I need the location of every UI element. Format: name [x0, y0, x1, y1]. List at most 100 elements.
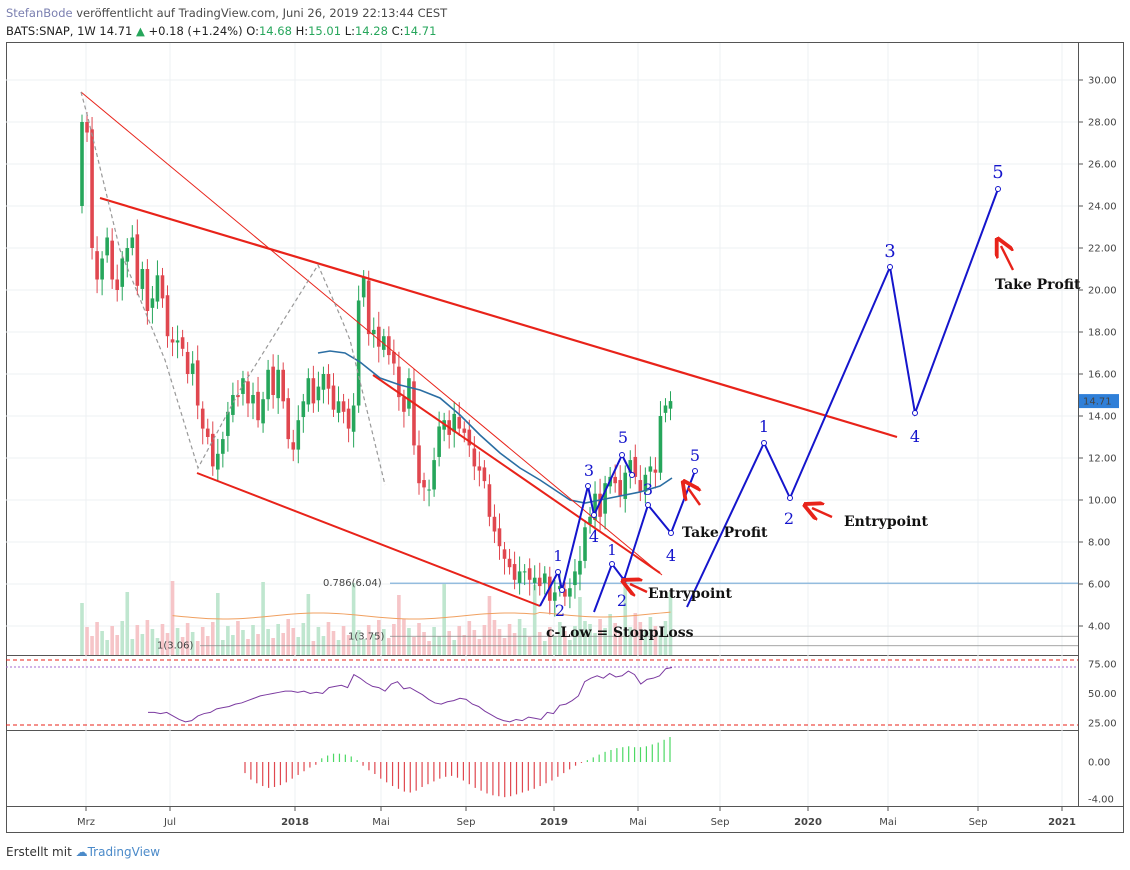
volume-bar: [95, 622, 99, 655]
volume-bar: [135, 625, 140, 655]
volume-bar: [231, 635, 235, 655]
candle-body: [376, 326, 381, 347]
time-tick-label: Mrz: [77, 817, 95, 828]
grid: [6, 43, 1078, 806]
fibonacci-levels: 0.786(6.04) 1(3.75) 1(3.06): [157, 578, 1078, 652]
volume-bar: [563, 631, 567, 655]
wave-label: 4: [910, 427, 920, 446]
candle-body: [216, 453, 220, 470]
wave-label: 1: [759, 417, 769, 436]
high-label: H:: [295, 24, 309, 38]
volume-bar: [316, 627, 321, 655]
price-tick-label: 26.00: [1088, 160, 1117, 171]
candle-body: [246, 381, 250, 404]
volume-bar: [522, 628, 527, 655]
elliott-wave-path: [593, 470, 696, 613]
candle-body: [281, 369, 285, 402]
candle-body: [563, 589, 567, 597]
candle-body: [402, 397, 406, 412]
volume-bar: [251, 625, 255, 655]
price-tick-label: 8.00: [1088, 538, 1110, 549]
volume-bar: [115, 635, 120, 655]
volume-bar: [140, 634, 145, 655]
candle-body: [105, 237, 109, 256]
candle-body: [95, 251, 99, 280]
red-arrow: [1001, 246, 1015, 271]
candle-body: [568, 588, 572, 597]
candle-body: [155, 275, 160, 302]
price-tick-label: 28.00: [1088, 118, 1117, 129]
volume-bar: [195, 641, 200, 655]
volume-bar: [100, 631, 104, 655]
volume-bar: [120, 621, 125, 655]
candle-body: [502, 549, 507, 559]
wave-label: 4: [589, 527, 599, 546]
candle-body: [115, 279, 120, 290]
last-price: 14.71: [99, 24, 133, 38]
footer-prefix: Erstellt mit: [6, 845, 72, 859]
fib-level-label: 1(3.06): [157, 641, 194, 652]
volume-bar: [125, 592, 130, 655]
volume-bar: [397, 595, 401, 655]
wave-label: 5: [992, 162, 1003, 183]
chart-annotation: c-Low = StoppLoss: [546, 625, 694, 641]
symbol-name[interactable]: BATS:SNAP, 1W: [6, 24, 96, 38]
volume-bar: [336, 640, 341, 655]
fib-level-label: 0.786(6.04): [323, 578, 382, 589]
volume-bar: [286, 619, 291, 655]
wave-point: [787, 495, 793, 501]
candle-body: [668, 401, 673, 409]
volume-bar: [507, 624, 512, 655]
volume-bar: [593, 633, 597, 655]
wave-label: 3: [643, 480, 653, 499]
candle-body: [130, 237, 135, 248]
candle-body: [170, 339, 175, 343]
candle-body: [120, 258, 125, 287]
volume-bar: [638, 622, 643, 655]
symbol-legend: BATS:SNAP, 1W 14.71 ▲ +0.18 (+1.24%) O:1…: [6, 24, 436, 38]
rsi-tick-label: 25.00: [1088, 719, 1117, 730]
candle-body: [392, 351, 396, 364]
volume-bar: [105, 640, 109, 655]
footer-brand[interactable]: TradingView: [87, 845, 161, 859]
volume-bar: [492, 620, 497, 655]
candle-body: [306, 378, 311, 405]
candle-body: [336, 401, 341, 413]
volume-bar: [628, 627, 633, 655]
candle-body: [190, 363, 195, 374]
volume-bar: [185, 623, 190, 655]
volume-bar: [633, 613, 638, 655]
candle-body: [633, 456, 638, 477]
volume-bar: [442, 584, 446, 655]
time-tick-label: Sep: [969, 817, 988, 828]
candle-body: [472, 448, 477, 467]
candle-body: [316, 386, 321, 401]
candle-body: [175, 340, 180, 343]
volume-bar: [261, 582, 265, 655]
candle-body: [527, 568, 532, 580]
candle-body: [241, 378, 245, 394]
wave-label: 2: [555, 601, 565, 620]
volume-bar: [160, 624, 165, 655]
wave-point: [629, 472, 635, 478]
wave-point: [585, 483, 591, 489]
volume-bar: [226, 626, 230, 655]
up-arrow-icon: ▲: [136, 24, 145, 38]
candle-body: [311, 378, 316, 404]
candle-body: [437, 426, 441, 457]
price-tick-label: 12.00: [1088, 454, 1117, 465]
macd-tick-label: 0.00: [1088, 758, 1110, 769]
low-label: L:: [344, 24, 355, 38]
close-label: C:: [391, 24, 404, 38]
author-name[interactable]: StefanBode: [6, 6, 73, 20]
price-tick-label: 6.00: [1088, 580, 1110, 591]
candle-body: [588, 516, 592, 525]
tradingview-logo-icon[interactable]: ☁: [75, 845, 88, 859]
candle-body: [517, 571, 522, 583]
time-tick-label: 2019: [540, 817, 568, 828]
candle-body: [256, 391, 260, 421]
indicator-overlays: [172, 350, 673, 620]
volume-bar: [356, 630, 361, 655]
volume-bar: [497, 629, 502, 655]
